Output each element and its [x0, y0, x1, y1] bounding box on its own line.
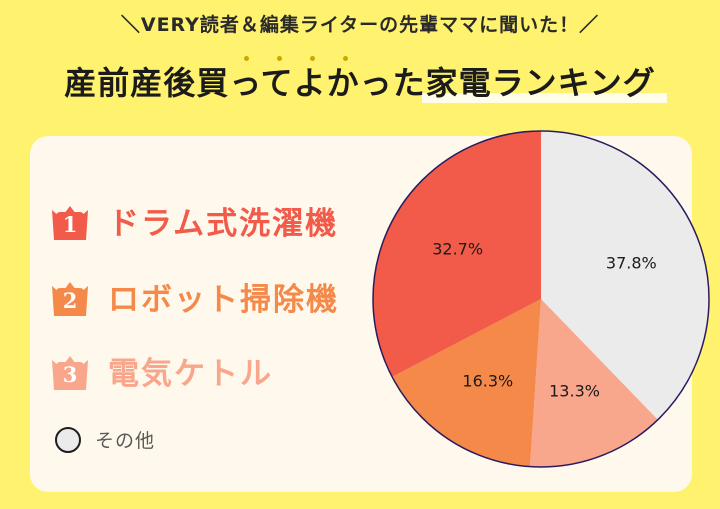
legend-item-rank-3: 3 電気ケトル	[48, 348, 273, 392]
legend-item-other: その他	[55, 426, 155, 453]
rank-number: 2	[62, 288, 78, 313]
crown-icon: 2	[48, 274, 92, 318]
legend-item-rank-1: 1 ドラム式洗濯機	[48, 198, 338, 242]
pie-slice-label-1: 37.8%	[606, 253, 657, 272]
pie-slice-4	[372, 131, 541, 377]
pie-outline	[372, 130, 710, 468]
legend-item-rank-2: 2 ロボット掃除機	[48, 274, 339, 318]
pie-slice-label-4: 32.7%	[432, 240, 483, 259]
crown-icon: 3	[48, 348, 92, 392]
legend-swatch	[55, 426, 81, 453]
title-highlight	[422, 93, 667, 103]
page-subtitle: ＼VERY読者＆編集ライターの先輩ママに聞いた！／	[120, 14, 600, 36]
crown-icon: 1	[48, 198, 92, 242]
pie-slice-2	[529, 299, 658, 467]
legend-label: 電気ケトル	[108, 355, 273, 392]
legend-label: ロボット掃除機	[108, 281, 339, 318]
pie-slice-3	[392, 299, 541, 467]
pie-slice-label-3: 16.3%	[462, 372, 513, 391]
legend-label: その他	[95, 430, 156, 452]
pie-slice-1	[541, 131, 710, 420]
rank-number: 1	[62, 212, 78, 237]
rank-number: 3	[62, 362, 78, 387]
page-title: 産前産後買ってよかった家電ランキング	[64, 64, 656, 102]
legend-label: ドラム式洗濯機	[108, 205, 339, 242]
pie-slice-label-2: 13.3%	[549, 381, 600, 400]
